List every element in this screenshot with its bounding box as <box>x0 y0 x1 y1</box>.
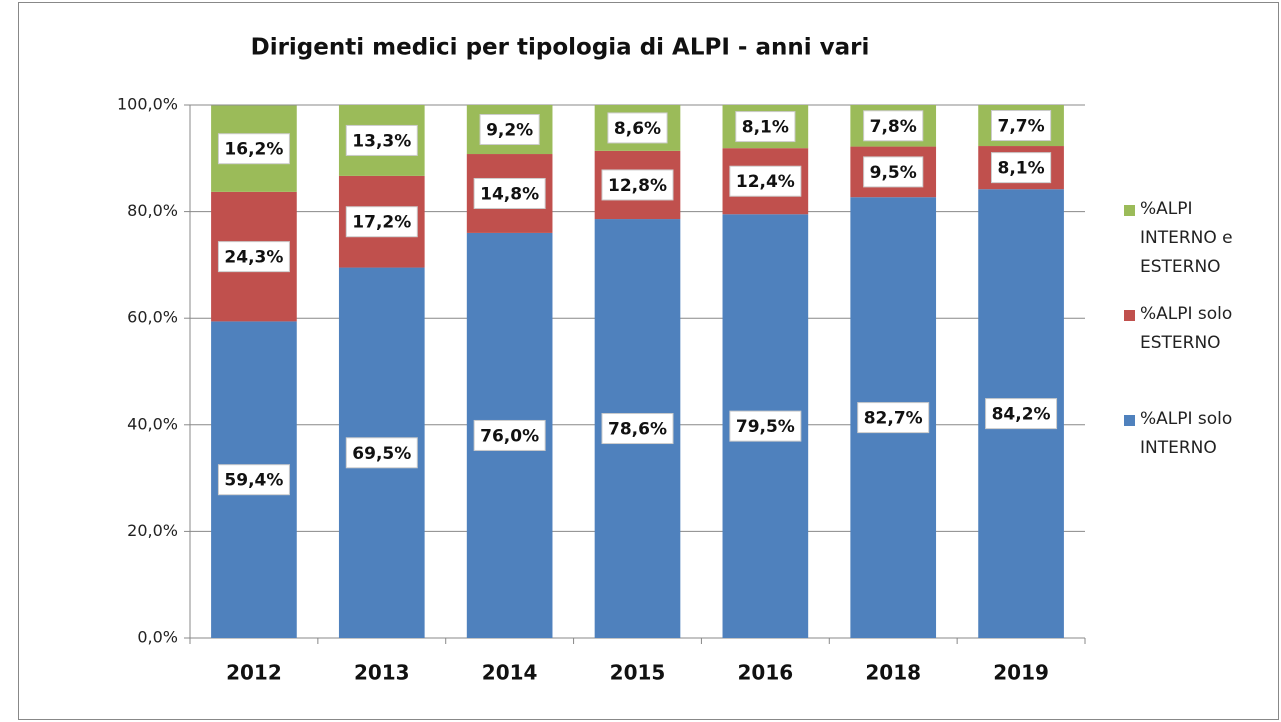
data-label: 16,2% <box>224 140 283 160</box>
y-tick-label: 80,0% <box>127 201 178 220</box>
legend: %ALPI INTERNO e ESTERNO %ALPI solo ESTERN… <box>1120 195 1260 510</box>
data-label-box <box>345 124 418 156</box>
data-label-box <box>601 413 674 445</box>
x-tick-label: 2012 <box>226 661 282 685</box>
data-label-box <box>345 206 418 238</box>
data-label-box <box>735 111 796 143</box>
data-label-box <box>473 177 546 209</box>
legend-item: %ALPI solo INTERNO <box>1120 405 1260 510</box>
data-label-box <box>729 165 802 197</box>
data-label-box <box>473 419 546 451</box>
data-label: 79,5% <box>736 417 795 437</box>
data-label-box <box>479 114 540 146</box>
y-tick-label: 100,0% <box>117 95 178 114</box>
data-label-box <box>345 437 418 469</box>
data-label: 59,4% <box>224 471 283 491</box>
legend-swatch <box>1124 205 1135 216</box>
data-label: 12,8% <box>608 176 667 196</box>
data-label: 7,7% <box>997 117 1044 137</box>
data-label: 13,3% <box>352 131 411 151</box>
data-label: 17,2% <box>352 213 411 233</box>
legend-item: %ALPI INTERNO e ESTERNO <box>1120 195 1260 300</box>
y-tick-label: 20,0% <box>127 521 178 540</box>
data-label-box <box>217 464 290 496</box>
y-tick-label: 40,0% <box>127 414 178 433</box>
data-label-box <box>990 110 1052 142</box>
data-label: 8,1% <box>997 159 1044 179</box>
data-label: 8,1% <box>742 118 789 138</box>
x-tick-label: 2019 <box>993 661 1049 685</box>
data-label: 84,2% <box>992 405 1051 425</box>
data-label-box <box>990 152 1052 184</box>
data-label-box <box>217 241 290 273</box>
legend-swatch <box>1124 310 1135 321</box>
data-label-box <box>217 133 290 165</box>
data-label: 78,6% <box>608 420 667 440</box>
y-tick-label: 0,0% <box>137 628 178 647</box>
data-label: 9,2% <box>486 121 533 141</box>
legend-label: %ALPI solo INTERNO <box>1140 409 1233 458</box>
data-label-box <box>863 110 924 142</box>
x-tick-label: 2018 <box>865 661 921 685</box>
data-label-box <box>729 410 802 442</box>
data-label: 24,3% <box>224 248 283 268</box>
data-label-box <box>863 156 924 188</box>
data-label-box <box>601 169 674 201</box>
data-label: 12,4% <box>736 172 795 192</box>
x-tick-label: 2015 <box>610 661 666 685</box>
legend-label: %ALPI INTERNO e ESTERNO <box>1140 199 1233 277</box>
data-label: 8,6% <box>614 119 661 139</box>
legend-swatch <box>1124 415 1135 426</box>
x-tick-label: 2014 <box>482 661 538 685</box>
data-label: 82,7% <box>864 409 923 429</box>
data-label-box <box>857 402 930 434</box>
data-label: 7,8% <box>870 117 917 137</box>
y-tick-label: 60,0% <box>127 308 178 327</box>
data-label-box <box>985 398 1058 430</box>
legend-item: %ALPI solo ESTERNO <box>1120 300 1260 405</box>
data-label: 9,5% <box>870 163 917 183</box>
legend-label: %ALPI solo ESTERNO <box>1140 304 1233 353</box>
x-tick-label: 2013 <box>354 661 410 685</box>
data-label: 76,0% <box>480 426 539 446</box>
data-label: 69,5% <box>352 444 411 464</box>
data-label-box <box>607 112 668 144</box>
chart-title: Dirigenti medici per tipologia di ALPI -… <box>251 35 870 61</box>
data-label: 14,8% <box>480 184 539 204</box>
x-tick-label: 2016 <box>738 661 794 685</box>
